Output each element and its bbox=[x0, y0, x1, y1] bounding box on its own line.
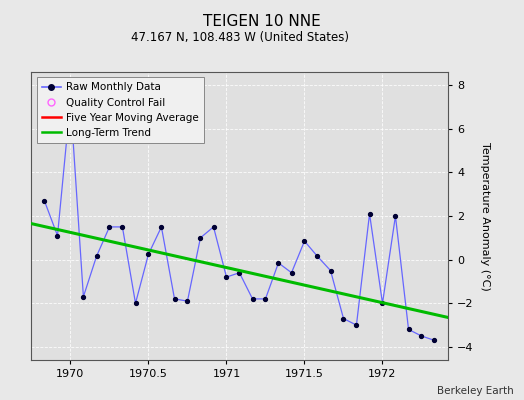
Text: TEIGEN 10 NNE: TEIGEN 10 NNE bbox=[203, 14, 321, 29]
Y-axis label: Temperature Anomaly (°C): Temperature Anomaly (°C) bbox=[480, 142, 490, 290]
Text: Berkeley Earth: Berkeley Earth bbox=[437, 386, 514, 396]
Legend: Raw Monthly Data, Quality Control Fail, Five Year Moving Average, Long-Term Tren: Raw Monthly Data, Quality Control Fail, … bbox=[37, 77, 204, 143]
Title: 47.167 N, 108.483 W (United States): 47.167 N, 108.483 W (United States) bbox=[130, 32, 349, 44]
